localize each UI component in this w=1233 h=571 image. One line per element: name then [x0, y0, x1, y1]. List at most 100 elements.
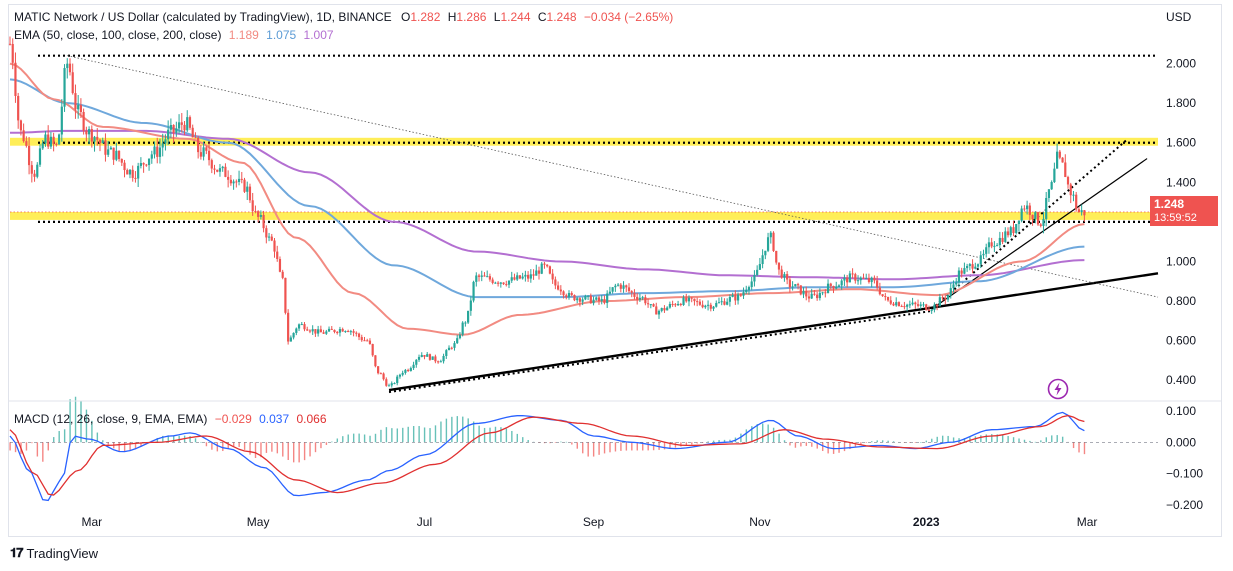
- candle-body: [663, 308, 666, 311]
- macd-histogram-bar: [789, 442, 791, 446]
- candle-body: [453, 343, 456, 348]
- candle-body: [464, 322, 467, 324]
- macd-histogram-bar: [729, 439, 731, 443]
- candle-body: [1001, 237, 1004, 242]
- macd-histogram-bar: [58, 431, 60, 443]
- macd-histogram-bar: [205, 442, 208, 447]
- macd-histogram-layer: [9, 396, 1158, 463]
- candle-body: [655, 306, 658, 315]
- candle-body: [352, 331, 355, 333]
- price-axis-tick: 0.800: [1166, 294, 1196, 308]
- symbol-title: MATIC Network / US Dollar (calculated by…: [14, 10, 392, 24]
- candle-body: [150, 154, 153, 159]
- macd-legend: MACD (12, 26, close, 9, EMA, EMA) −0.029…: [14, 412, 327, 426]
- candle-body: [897, 302, 901, 307]
- ema100-value: 1.075: [266, 28, 297, 42]
- candle-body: [906, 304, 909, 307]
- candles-layer: [8, 36, 1086, 388]
- candle-body: [142, 163, 145, 165]
- candle-body: [355, 332, 358, 334]
- candle-body: [990, 242, 993, 247]
- candle-body: [44, 134, 47, 144]
- candle-body: [516, 275, 519, 280]
- candle-body: [213, 168, 216, 170]
- macd-histogram-bar: [374, 433, 377, 443]
- macd-histogram-bar: [282, 442, 284, 457]
- candle-body: [775, 250, 778, 263]
- candle-body: [892, 303, 895, 306]
- candle-body: [963, 268, 966, 274]
- candle-body: [423, 355, 426, 357]
- macd-histogram-bar: [680, 442, 682, 447]
- candle-body: [916, 304, 920, 306]
- macd-histogram-bar: [134, 442, 137, 450]
- macd-histogram-bar: [434, 425, 437, 443]
- macd-histogram-bar: [189, 436, 191, 443]
- macd-histogram-bar: [511, 430, 513, 443]
- candle-body: [507, 280, 511, 285]
- macd-histogram-bar: [211, 442, 213, 450]
- macd-histogram-bar: [718, 440, 720, 443]
- candle-body: [112, 147, 115, 160]
- candle-body: [347, 331, 350, 333]
- macd-histogram-bar: [1001, 435, 1004, 443]
- macd-histogram-bar: [320, 442, 322, 449]
- ema200-value: 1.007: [303, 28, 334, 42]
- macd-histogram-bar: [407, 426, 409, 443]
- candle-body: [1045, 197, 1048, 219]
- macd-histogram-bar: [631, 442, 633, 451]
- macd-histogram-bar: [325, 442, 328, 445]
- candle-body: [837, 285, 841, 287]
- candle-body: [289, 337, 292, 342]
- macd-histogram-bar: [173, 436, 175, 443]
- ohlc-open-label: O: [401, 10, 411, 24]
- macd-histogram-bar: [233, 442, 235, 447]
- macd-histogram-bar: [47, 442, 49, 451]
- candle-body: [49, 136, 53, 147]
- macd-value: 0.037: [259, 412, 290, 426]
- time-axis-label: Jul: [417, 515, 432, 529]
- candle-body: [802, 291, 805, 295]
- macd-signal-value: 0.066: [296, 412, 327, 426]
- candle-body: [407, 369, 410, 371]
- macd-histogram-bar: [440, 421, 442, 443]
- candle-body: [341, 329, 344, 332]
- candle-body: [66, 63, 69, 69]
- lightning-icon[interactable]: [1047, 378, 1069, 400]
- candle-body: [786, 274, 789, 280]
- candle-body: [333, 329, 336, 333]
- candle-body: [835, 286, 838, 289]
- macd-histogram-bar: [696, 442, 698, 444]
- macd-histogram-bar: [609, 442, 611, 453]
- tradingview-logo[interactable]: 𝟏𝟕 TradingView: [10, 545, 98, 561]
- candle-body: [401, 372, 404, 375]
- candle-body: [1077, 209, 1081, 213]
- candle-body: [728, 296, 731, 302]
- macd-histogram-bar: [9, 442, 11, 451]
- macd-histogram-bar: [36, 442, 39, 457]
- candle-body: [287, 312, 290, 342]
- candle-body: [461, 322, 464, 335]
- macd-histogram-bar: [587, 442, 589, 457]
- candle-body: [927, 309, 931, 311]
- candle-body: [930, 309, 933, 311]
- chart-frame: [8, 4, 1222, 537]
- macd-histogram-bar: [238, 442, 240, 447]
- macd-histogram-bar: [549, 442, 551, 444]
- macd-histogram-bar: [352, 433, 355, 443]
- trendline-4: [931, 158, 1148, 310]
- candle-body: [638, 297, 642, 300]
- candle-body: [147, 158, 151, 166]
- macd-histogram-bar: [652, 442, 655, 451]
- macd-histogram-bar: [516, 433, 518, 443]
- candle-body: [1023, 208, 1026, 210]
- candle-body: [297, 324, 301, 329]
- candle-body: [483, 275, 486, 277]
- candle-body: [843, 277, 846, 281]
- candle-body: [186, 117, 189, 131]
- macd-histogram-bar: [347, 434, 349, 443]
- macd-histogram-bar: [1029, 440, 1031, 443]
- macd-histogram-bar: [85, 409, 88, 443]
- candle-body: [630, 291, 633, 293]
